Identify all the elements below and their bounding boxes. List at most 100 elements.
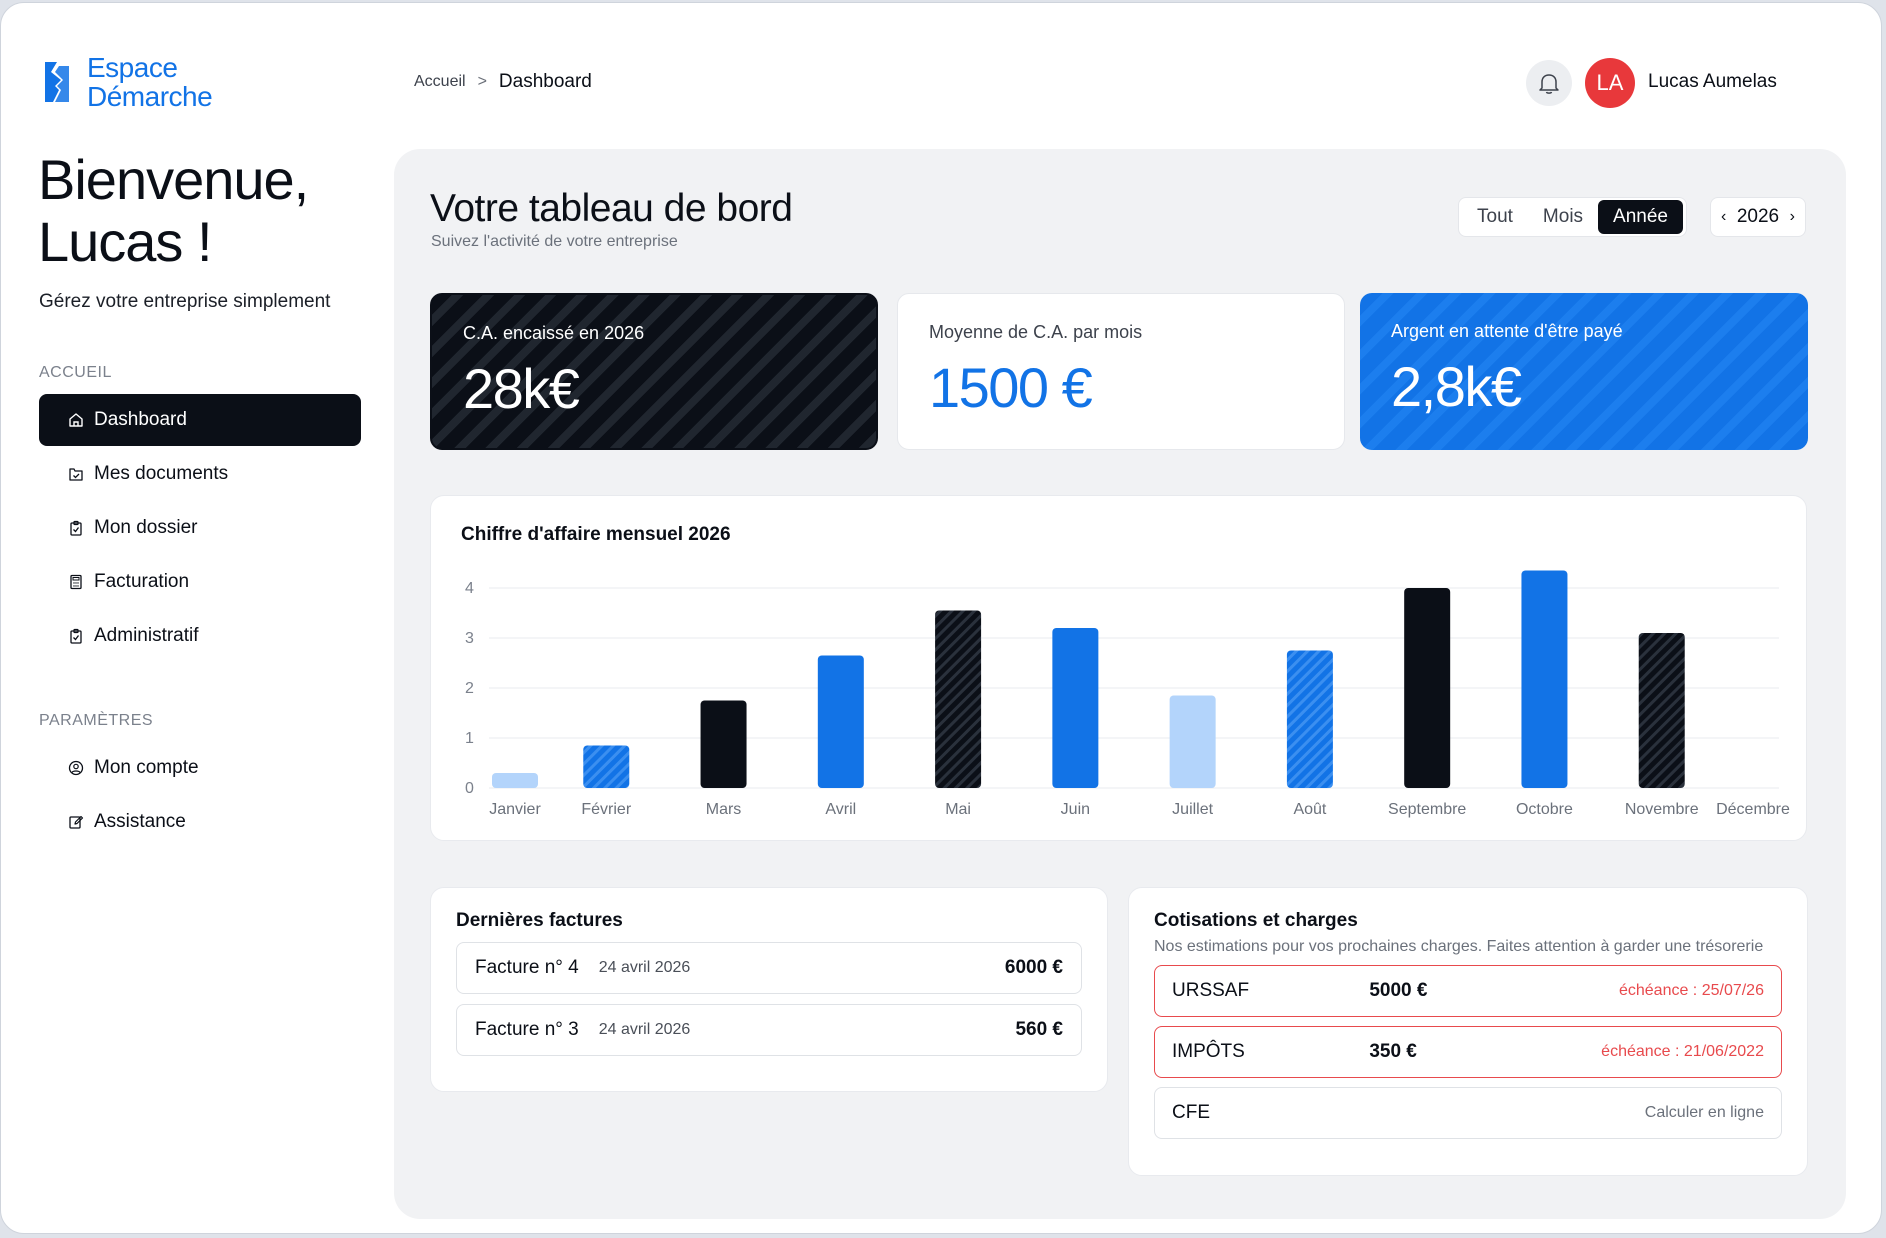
bar-septembre[interactable] bbox=[1404, 588, 1451, 788]
breadcrumb: Accueil > Dashboard bbox=[414, 71, 592, 93]
logo-text: Espace Démarche bbox=[87, 52, 213, 112]
sidebar-item-facturation[interactable]: Facturation bbox=[39, 556, 361, 608]
invoices-title: Dernières factures bbox=[456, 910, 623, 931]
sidebar-item-dashboard[interactable]: Dashboard bbox=[39, 394, 361, 446]
sidebar-item-administratif[interactable]: Administratif bbox=[39, 610, 361, 662]
sidebar-item-label: Mon dossier bbox=[94, 517, 198, 538]
x-tick-label: Août bbox=[1293, 801, 1326, 818]
period-mois-button[interactable]: Mois bbox=[1542, 206, 1584, 227]
monthly-revenue-chart: 0 1 2 3 4 Janvier Février Mars Avril Mai Juin Juil… bbox=[465, 570, 1790, 818]
y-tick-label: 3 bbox=[465, 630, 474, 647]
charge-name: IMPÔTS bbox=[1172, 1041, 1245, 1062]
stat-card-pending: Argent en attente d'être payé 2,8k€ bbox=[1360, 293, 1808, 450]
calculate-online-link[interactable]: Calculer en ligne bbox=[1644, 1104, 1764, 1121]
page-title: Votre tableau de bord bbox=[430, 187, 793, 230]
user-name[interactable]: Lucas Aumelas bbox=[1648, 71, 1777, 92]
user-circle-icon bbox=[68, 760, 84, 776]
year-picker: ‹ 2026 › bbox=[1710, 197, 1806, 237]
bell-icon bbox=[1539, 74, 1559, 94]
invoice-date: 24 avril 2026 bbox=[598, 959, 691, 976]
y-tick-label: 0 bbox=[465, 780, 474, 797]
sidebar-nav-settings: Mon compte Assistance bbox=[39, 742, 361, 850]
bar-avril[interactable] bbox=[817, 655, 864, 789]
stat-label: C.A. encaissé en 2026 bbox=[463, 323, 645, 343]
invoice-name: Facture n° 3 bbox=[475, 1019, 579, 1040]
y-tick-label: 4 bbox=[465, 580, 474, 597]
x-tick-label: Juin bbox=[1061, 801, 1090, 818]
y-tick-label: 2 bbox=[465, 680, 474, 697]
bar-juillet[interactable] bbox=[1169, 695, 1216, 789]
edit-icon bbox=[68, 814, 84, 830]
sidebar-item-label: Mes documents bbox=[94, 463, 229, 484]
sidebar-item-mon-compte[interactable]: Mon compte bbox=[39, 742, 361, 794]
invoice-row[interactable]: Facture n° 3 24 avril 2026 560 € bbox=[456, 1004, 1082, 1056]
sidebar-item-mes-documents[interactable]: Mes documents bbox=[39, 448, 361, 500]
charges-title: Cotisations et charges bbox=[1154, 910, 1358, 931]
latest-invoices-card: Dernières factures Facture n° 4 24 avril… bbox=[430, 887, 1108, 1092]
charge-row-cfe[interactable]: CFE Calculer en ligne bbox=[1154, 1087, 1782, 1139]
bar-octobre[interactable] bbox=[1521, 570, 1568, 789]
breadcrumb-current: Dashboard bbox=[498, 71, 592, 92]
nav-section-accueil: ACCUEIL bbox=[39, 364, 112, 381]
stat-label: Argent en attente d'être payé bbox=[1391, 321, 1623, 341]
welcome-line1: Bienvenue, bbox=[38, 148, 309, 211]
charge-row-impots[interactable]: IMPÔTS 350 € échéance : 21/06/2022 bbox=[1154, 1026, 1782, 1078]
stat-label: Moyenne de C.A. par mois bbox=[929, 322, 1143, 342]
welcome-tagline: Gérez votre entreprise simplement bbox=[39, 291, 331, 312]
sidebar-item-label: Facturation bbox=[94, 571, 190, 592]
charge-row-urssaf[interactable]: URSSAF 5000 € échéance : 25/07/26 bbox=[1154, 965, 1782, 1017]
bar-novembre[interactable] bbox=[1638, 633, 1685, 788]
logo-line2: Démarche bbox=[87, 81, 213, 112]
sidebar-item-assistance[interactable]: Assistance bbox=[39, 796, 361, 848]
stat-card-average: Moyenne de C.A. par mois 1500 € bbox=[897, 293, 1345, 450]
welcome-heading: Bienvenue, Lucas ! bbox=[38, 148, 309, 273]
period-selector: Tout Mois Année bbox=[1458, 197, 1687, 237]
charge-name: CFE bbox=[1172, 1102, 1210, 1123]
year-next-button[interactable]: › bbox=[1789, 208, 1795, 225]
stat-card-revenue: C.A. encaissé en 2026 28k€ bbox=[430, 293, 878, 450]
main-panel: Votre tableau de bord Suivez l'activité … bbox=[394, 149, 1846, 1219]
year-prev-button[interactable]: ‹ bbox=[1721, 208, 1727, 225]
logo[interactable]: Espace Démarche bbox=[39, 52, 213, 112]
sidebar-item-label: Mon compte bbox=[94, 757, 199, 778]
chart-title: Chiffre d'affaire mensuel 2026 bbox=[461, 524, 731, 545]
breadcrumb-home[interactable]: Accueil bbox=[414, 73, 466, 90]
x-tick-label: Janvier bbox=[489, 801, 541, 818]
charge-due-date: échéance : 21/06/2022 bbox=[1601, 1043, 1764, 1060]
sidebar-item-label: Dashboard bbox=[94, 409, 187, 430]
logo-line1: Espace bbox=[87, 52, 178, 83]
x-tick-label: Mars bbox=[706, 801, 742, 818]
period-annee-button[interactable]: Année bbox=[1598, 200, 1683, 234]
bar-mai[interactable] bbox=[935, 610, 982, 789]
bar-janvier[interactable] bbox=[492, 773, 538, 788]
invoice-row[interactable]: Facture n° 4 24 avril 2026 6000 € bbox=[456, 942, 1082, 994]
charge-amount: 5000 € bbox=[1369, 980, 1428, 1001]
notifications-button[interactable] bbox=[1526, 60, 1572, 106]
x-tick-label: Novembre bbox=[1625, 801, 1699, 818]
x-tick-label: Octobre bbox=[1516, 801, 1573, 818]
year-value: 2026 bbox=[1736, 206, 1780, 227]
nav-section-parametres: PARAMÈTRES bbox=[39, 712, 154, 729]
x-tick-label: Mai bbox=[945, 801, 971, 818]
sidebar-item-mon-dossier[interactable]: Mon dossier bbox=[39, 502, 361, 554]
bar-février[interactable] bbox=[583, 745, 630, 789]
sidebar-item-label: Assistance bbox=[94, 811, 186, 832]
x-tick-label: Décembre bbox=[1716, 801, 1790, 818]
page-subtitle: Suivez l'activité de votre entreprise bbox=[431, 233, 678, 250]
avatar[interactable]: LA bbox=[1585, 58, 1635, 108]
logo-icon bbox=[45, 62, 69, 102]
home-icon bbox=[68, 412, 84, 428]
charge-amount: 350 € bbox=[1369, 1041, 1417, 1062]
stat-value: 1500 € bbox=[929, 356, 1093, 419]
period-tout-button[interactable]: Tout bbox=[1477, 206, 1513, 227]
bar-juin[interactable] bbox=[1052, 628, 1099, 788]
monthly-revenue-chart-card: Chiffre d'affaire mensuel 2026 0 1 2 3 4 Jan… bbox=[430, 495, 1807, 841]
x-tick-label: Juillet bbox=[1172, 801, 1213, 818]
bar-août[interactable] bbox=[1286, 650, 1333, 789]
stat-value: 2,8k€ bbox=[1391, 355, 1522, 418]
x-tick-label: Septembre bbox=[1388, 801, 1466, 818]
invoice-amount: 560 € bbox=[1015, 1019, 1063, 1040]
sidebar-nav-main: Dashboard Mes documents Mon dossier Fact… bbox=[39, 394, 361, 664]
charges-subtitle: Nos estimations pour vos prochaines char… bbox=[1154, 938, 1764, 955]
bar-mars[interactable] bbox=[700, 700, 747, 789]
